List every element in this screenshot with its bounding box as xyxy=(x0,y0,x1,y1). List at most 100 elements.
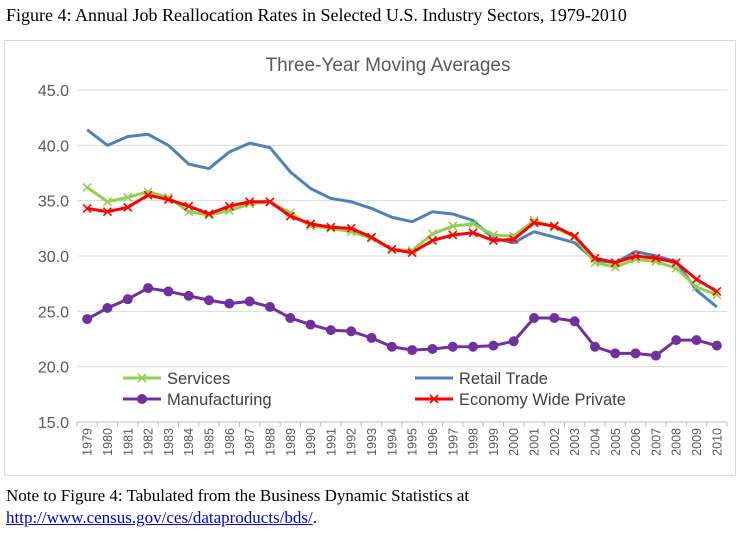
data-point-economy-wide-private xyxy=(102,207,113,217)
data-point-manufacturing xyxy=(346,326,357,337)
x-tick-label: 1998 xyxy=(467,428,481,456)
data-point-manufacturing xyxy=(325,325,336,336)
x-tick-label: 1986 xyxy=(223,428,237,456)
x-marker-stroke xyxy=(82,203,92,213)
data-point-economy-wide-private xyxy=(306,219,316,229)
line-chart: 15.0 20.0 25.0 30.0 35.0 40.0 45.0 1979 1980 1981… xyxy=(38,55,728,456)
x-marker-stroke xyxy=(184,201,194,211)
data-point-manufacturing xyxy=(244,296,255,307)
x-marker-stroke xyxy=(468,219,478,229)
data-point-services xyxy=(123,192,133,202)
x-tick-label: 2004 xyxy=(588,428,602,456)
series-line-retail-trade xyxy=(86,128,718,309)
x-marker-stroke xyxy=(448,230,458,240)
x-tick-label: 1983 xyxy=(162,428,176,456)
series-retail-trade xyxy=(86,128,718,309)
data-point-manufacturing xyxy=(549,312,560,323)
data-point-economy-wide-private xyxy=(712,286,722,296)
data-point-economy-wide-private xyxy=(387,244,397,254)
data-point-manufacturing xyxy=(447,341,458,352)
data-point-economy-wide-private xyxy=(245,197,255,207)
x-marker-stroke xyxy=(366,232,377,242)
x-marker-stroke xyxy=(590,253,600,263)
x-marker-stroke xyxy=(137,373,147,383)
x-marker-stroke xyxy=(387,244,397,254)
series-line-manufacturing xyxy=(86,286,718,358)
data-point-economy-wide-private xyxy=(610,258,620,268)
data-point-services xyxy=(468,219,478,229)
data-point-manufacturing xyxy=(386,341,397,352)
x-marker-stroke xyxy=(204,209,214,219)
data-point-services xyxy=(102,197,113,207)
x-tick-label: 1992 xyxy=(345,428,359,456)
x-marker-stroke xyxy=(265,197,275,207)
circle-marker xyxy=(137,394,147,404)
x-tick-label: 1994 xyxy=(385,428,399,456)
data-point-economy-wide-private xyxy=(549,221,559,231)
chart-area: 15.0 20.0 25.0 30.0 35.0 40.0 45.0 1979 1980 1981… xyxy=(4,40,736,476)
series-manufacturing xyxy=(82,283,722,361)
x-marker-stroke xyxy=(570,231,580,241)
data-point-manufacturing xyxy=(610,348,621,359)
x-tick-label: 1995 xyxy=(406,428,420,456)
data-point-economy-wide-private xyxy=(123,202,133,212)
note-text: Note to Figure 4: Tabulated from the Bus… xyxy=(6,486,470,505)
x-tick-label: 2007 xyxy=(649,428,663,456)
chart-title: Three-Year Moving Averages xyxy=(265,55,510,76)
x-marker xyxy=(429,394,439,404)
series-lines xyxy=(82,128,722,361)
legend: Services Retail Trade Manufacturing Economy… xyxy=(123,370,626,409)
legend-item-services: Services xyxy=(123,370,230,388)
gridlines xyxy=(77,89,727,423)
data-point-manufacturing xyxy=(122,294,133,305)
data-point-economy-wide-private xyxy=(82,203,92,213)
x-marker-stroke xyxy=(224,201,234,211)
x-marker-stroke xyxy=(123,202,133,212)
x-tick-label: 1996 xyxy=(426,428,440,456)
legend-label: Manufacturing xyxy=(167,391,272,409)
data-point-economy-wide-private xyxy=(366,232,377,242)
data-point-services xyxy=(427,229,438,239)
data-point-manufacturing xyxy=(691,335,702,346)
data-point-manufacturing xyxy=(671,335,682,346)
data-point-manufacturing xyxy=(407,345,418,356)
x-tick-label: 2002 xyxy=(548,428,562,456)
legend-label: Services xyxy=(167,370,230,388)
data-point-manufacturing xyxy=(204,295,215,306)
x-tick-label: 2006 xyxy=(629,428,643,456)
data-point-economy-wide-private xyxy=(529,218,539,228)
x-marker-stroke xyxy=(509,234,519,244)
x-tick-label: 1991 xyxy=(324,428,338,456)
series-line-economy-wide-private xyxy=(86,193,718,293)
x-marker-stroke xyxy=(285,211,295,221)
x-tick-label: 1999 xyxy=(487,428,501,456)
x-marker-stroke xyxy=(712,286,722,296)
x-tick-label: 1988 xyxy=(263,428,277,456)
data-point-economy-wide-private xyxy=(427,235,438,246)
legend-label: Economy Wide Private xyxy=(459,391,626,409)
data-point-economy-wide-private xyxy=(163,194,173,205)
data-point-manufacturing xyxy=(224,298,235,309)
data-point-economy-wide-private xyxy=(285,211,295,221)
data-point-manufacturing xyxy=(650,350,661,361)
x-marker-stroke xyxy=(82,182,92,192)
data-point-manufacturing xyxy=(569,316,580,327)
source-link[interactable]: http://www.census.gov/ces/dataproducts/b… xyxy=(6,508,313,527)
y-tick-label: 35.0 xyxy=(38,194,69,211)
x-tick-label: 1984 xyxy=(182,428,196,456)
data-point-manufacturing xyxy=(711,340,722,351)
axes: 15.0 20.0 25.0 30.0 35.0 40.0 45.0 1979 1980 1981… xyxy=(38,83,728,456)
data-point-economy-wide-private xyxy=(509,234,519,244)
note-suffix: . xyxy=(312,508,317,527)
x-marker-stroke xyxy=(143,190,153,200)
data-point-economy-wide-private xyxy=(488,235,498,246)
data-point-economy-wide-private xyxy=(204,209,214,219)
x-marker-stroke xyxy=(306,219,316,229)
legend-label: Retail Trade xyxy=(459,370,548,388)
data-point-economy-wide-private xyxy=(590,253,600,263)
y-tick-label: 15.0 xyxy=(38,415,69,432)
data-point-economy-wide-private xyxy=(407,248,417,258)
x-tick-label: 1980 xyxy=(101,428,115,456)
data-point-economy-wide-private xyxy=(224,201,234,211)
data-point-economy-wide-private xyxy=(651,253,661,263)
